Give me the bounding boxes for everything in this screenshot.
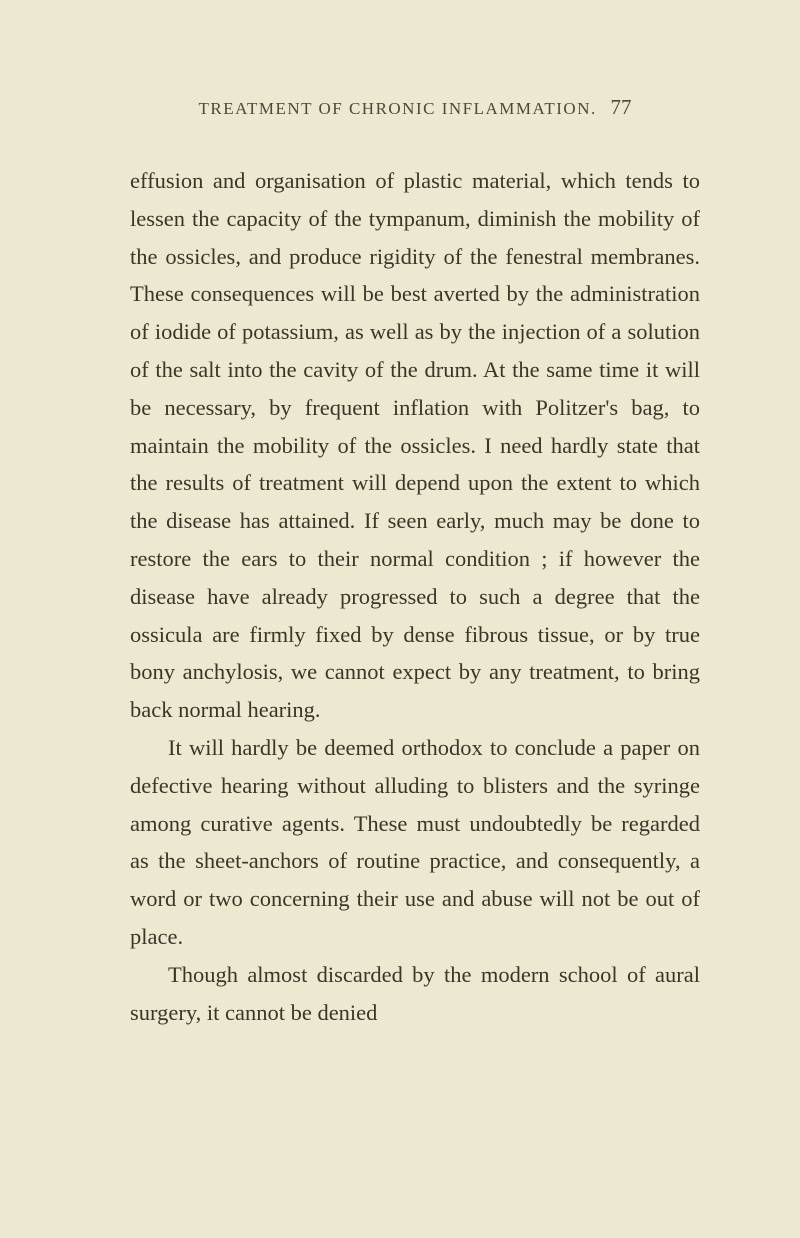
running-header: TREATMENT OF CHRONIC INFLAMMATION. 77	[130, 95, 700, 120]
document-page: TREATMENT OF CHRONIC INFLAMMATION. 77 ef…	[0, 0, 800, 1111]
paragraph-1: effusion and organisation of plastic mat…	[130, 162, 700, 729]
paragraph-3: Though almost discarded by the modern sc…	[130, 956, 700, 1032]
body-text: effusion and organisation of plastic mat…	[130, 162, 700, 1031]
page-number: 77	[611, 95, 632, 119]
paragraph-2: It will hardly be deemed orthodox to con…	[130, 729, 700, 956]
running-title: TREATMENT OF CHRONIC INFLAMMATION.	[198, 99, 596, 118]
